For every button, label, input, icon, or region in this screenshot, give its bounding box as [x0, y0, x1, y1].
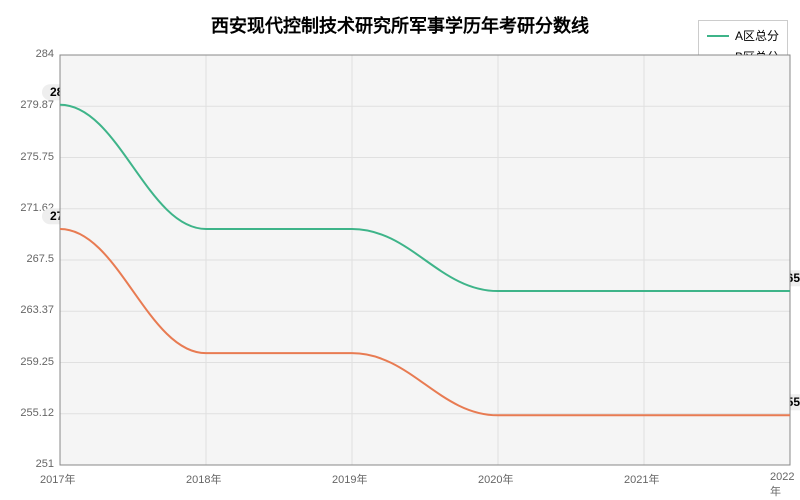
plot-svg — [0, 0, 800, 500]
